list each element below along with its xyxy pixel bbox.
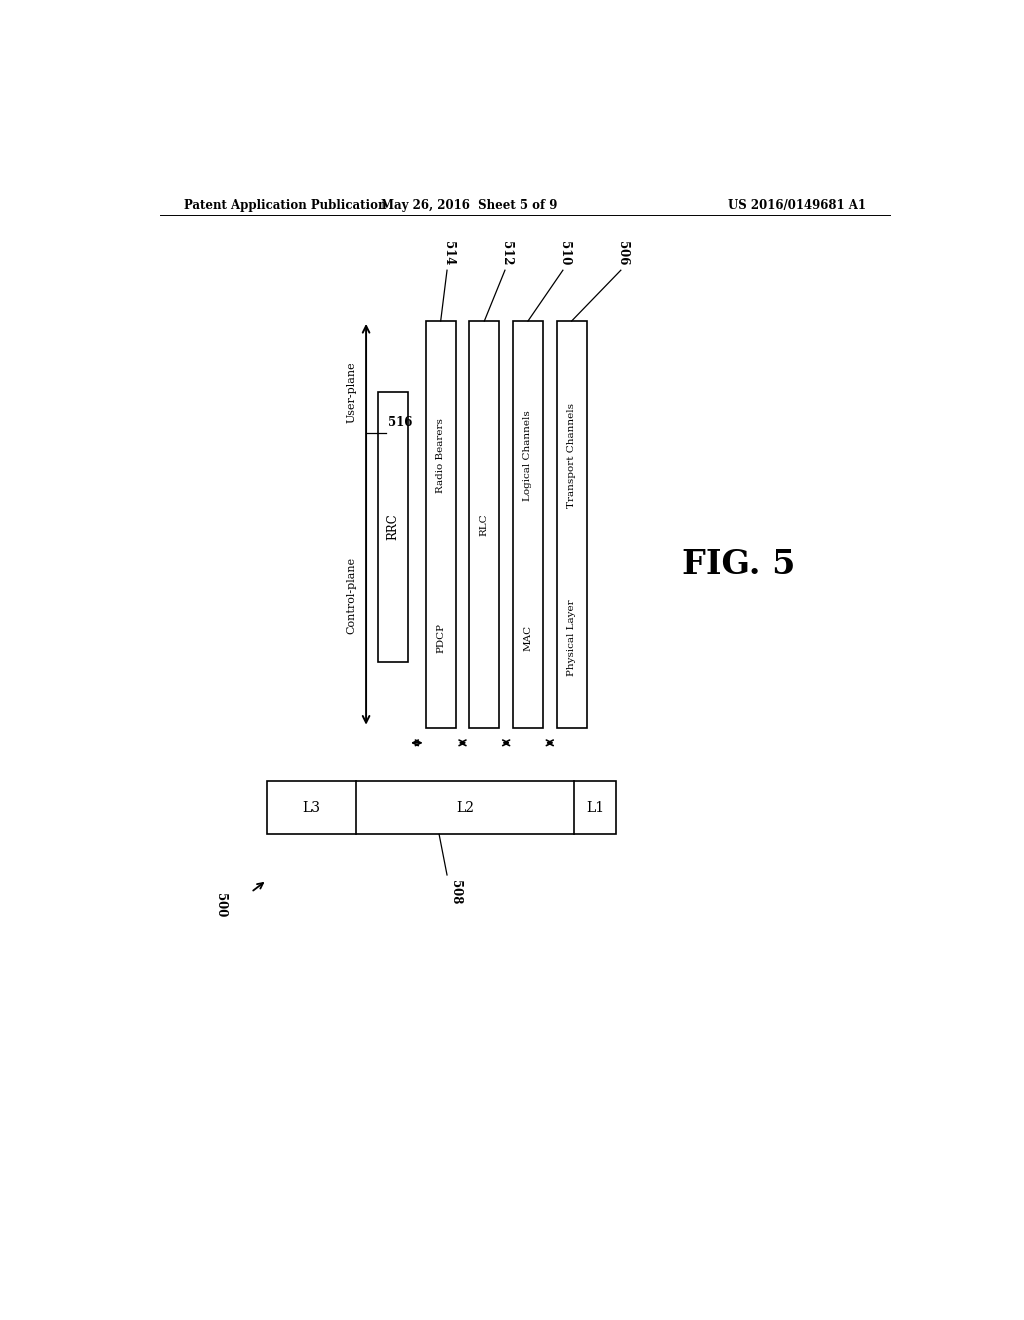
Text: Physical Layer: Physical Layer [567, 599, 577, 676]
Text: User-plane: User-plane [347, 362, 356, 422]
Bar [426, 321, 456, 727]
Text: US 2016/0149681 A1: US 2016/0149681 A1 [728, 198, 866, 211]
Bar [469, 321, 500, 727]
Text: May 26, 2016  Sheet 5 of 9: May 26, 2016 Sheet 5 of 9 [381, 198, 557, 211]
Text: RLC: RLC [480, 513, 488, 536]
Bar [267, 781, 616, 834]
Text: Radio Bearers: Radio Bearers [436, 417, 445, 492]
Text: RRC: RRC [387, 513, 399, 540]
Bar [557, 321, 587, 727]
Text: 516: 516 [388, 416, 413, 429]
Text: L2: L2 [456, 801, 474, 814]
Text: 506: 506 [615, 240, 629, 265]
Text: L1: L1 [586, 801, 604, 814]
Text: MAC: MAC [523, 626, 532, 651]
Text: Transport Channels: Transport Channels [567, 403, 577, 508]
Text: Control-plane: Control-plane [347, 557, 356, 634]
Text: PDCP: PDCP [436, 623, 445, 653]
Bar [513, 321, 543, 727]
Text: Logical Channels: Logical Channels [523, 409, 532, 500]
Bar [378, 392, 409, 661]
Text: FIG. 5: FIG. 5 [682, 549, 796, 581]
Text: Patent Application Publication: Patent Application Publication [183, 198, 386, 211]
Text: 512: 512 [500, 240, 513, 265]
Text: 514: 514 [442, 240, 455, 265]
Text: 510: 510 [558, 240, 571, 265]
Text: L3: L3 [302, 801, 321, 814]
Text: 500: 500 [214, 894, 227, 917]
Text: 508: 508 [450, 880, 463, 904]
